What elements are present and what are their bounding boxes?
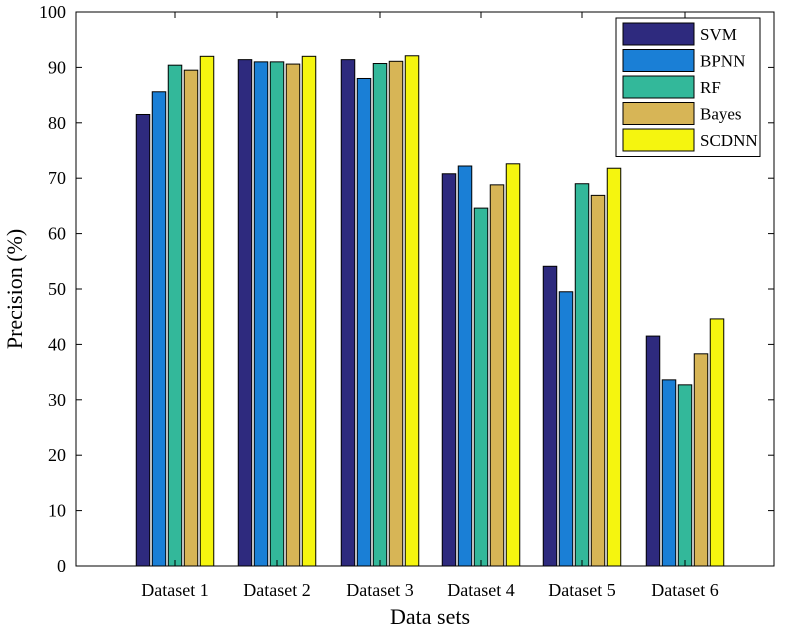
bar-bayes-2 — [285, 63, 301, 567]
legend-swatch-rf — [622, 75, 695, 99]
x-tick-label: Dataset 3 — [346, 580, 413, 600]
y-tick-label: 50 — [48, 279, 66, 299]
y-axis-label: Precision (%) — [2, 229, 27, 349]
legend: SVM BPNN RF Bayes SCDNN — [615, 17, 761, 157]
x-tick-label: Dataset 4 — [447, 580, 514, 600]
bar-svm-1 — [135, 113, 151, 567]
bar-scdnn-5 — [606, 167, 622, 567]
legend-swatch-scdnn — [622, 128, 695, 152]
ticks-layer: Dataset 1 Dataset 2 Dataset 3 Dataset 4 Data… — [39, 2, 719, 600]
x-tick-label: Dataset 6 — [651, 580, 718, 600]
bar-bpnn-1 — [151, 91, 167, 567]
bar-scdnn-6 — [709, 318, 725, 567]
bars-layer — [135, 55, 725, 567]
y-tick-label: 60 — [48, 224, 66, 244]
bar-scdnn-3 — [404, 55, 420, 567]
legend-swatch-svm — [622, 22, 695, 46]
bar-scdnn-1 — [199, 55, 215, 567]
y-tick-label: 70 — [48, 168, 66, 188]
bar-rf-4 — [473, 207, 489, 567]
y-tick-label: 100 — [39, 2, 66, 22]
y-tick-label: 20 — [48, 445, 66, 465]
bar-scdnn-4 — [505, 163, 521, 567]
legend-label-svm: SVM — [700, 25, 737, 44]
y-tick-label: 40 — [48, 334, 66, 354]
bar-svm-4 — [441, 173, 457, 567]
y-tick-label: 10 — [48, 501, 66, 521]
x-axis-label: Data sets — [390, 604, 470, 629]
legend-swatch-bpnn — [622, 49, 695, 72]
bar-svm-3 — [340, 59, 356, 567]
legend-label-rf: RF — [700, 78, 721, 97]
legend-label-bayes: Bayes — [700, 105, 742, 124]
bar-bayes-1 — [183, 69, 199, 567]
legend-swatch-bayes — [622, 102, 695, 125]
legend-label-scdnn: SCDNN — [700, 131, 758, 150]
bar-bayes-6 — [693, 353, 709, 567]
bar-rf-2 — [269, 61, 285, 567]
y-tick-label: 80 — [48, 113, 66, 133]
bar-rf-3 — [372, 63, 388, 567]
bar-bpnn-5 — [558, 291, 574, 567]
bar-bpnn-3 — [356, 77, 372, 567]
x-tick-label: Dataset 5 — [548, 580, 615, 600]
y-tick-label: 0 — [57, 556, 66, 576]
bar-rf-1 — [167, 64, 183, 567]
x-tick-label: Dataset 1 — [141, 580, 208, 600]
y-tick-label: 90 — [48, 57, 66, 77]
bar-bayes-5 — [590, 194, 606, 567]
bar-rf-6 — [677, 384, 693, 567]
axes-layer — [75, 11, 775, 567]
bar-bayes-3 — [388, 60, 404, 567]
legend-label-bpnn: BPNN — [700, 52, 745, 71]
bar-svm-2 — [237, 59, 253, 567]
x-tick-label: Dataset 2 — [243, 580, 310, 600]
bar-rf-5 — [574, 183, 590, 567]
y-tick-label: 30 — [48, 390, 66, 410]
bar-bpnn-4 — [457, 165, 473, 567]
bar-svm-6 — [645, 335, 661, 567]
bar-bpnn-6 — [661, 379, 677, 567]
bar-bayes-4 — [489, 184, 505, 567]
bar-scdnn-2 — [301, 55, 317, 567]
bar-svm-5 — [542, 265, 558, 567]
bar-bpnn-2 — [253, 61, 269, 567]
